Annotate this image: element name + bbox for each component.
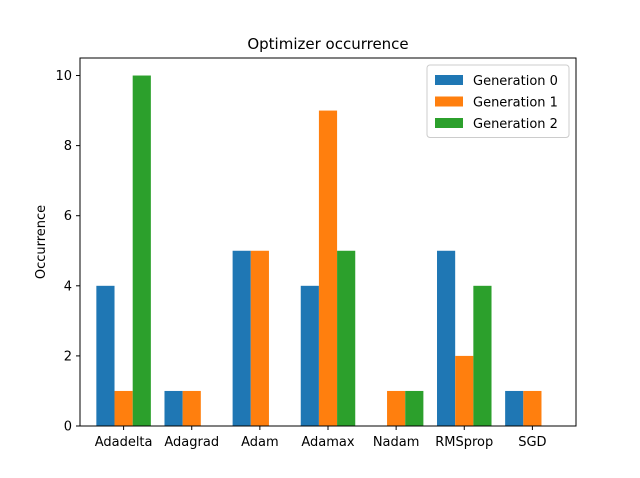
bar-adamax-series-2 (337, 250, 356, 426)
bar-adam-series-0 (232, 250, 251, 426)
bar-adadelta-series-2 (132, 75, 151, 427)
bars-group (96, 75, 542, 427)
y-tick-label: 4 (64, 279, 72, 294)
bar-adagrad-series-0 (164, 390, 183, 426)
bar-nadam-series-2 (405, 390, 424, 426)
y-tick-label: 2 (64, 349, 72, 364)
bar-adadelta-series-0 (96, 285, 115, 426)
bar-sgd-series-1 (523, 390, 542, 426)
bar-adam-series-1 (250, 250, 269, 426)
legend-label-series-0: Generation 0 (473, 74, 558, 89)
x-tick-label: RMSprop (435, 435, 493, 450)
x-tick-label: Adagrad (164, 435, 219, 450)
bar-adadelta-series-1 (114, 390, 133, 426)
y-tick-label: 8 (64, 139, 72, 154)
legend-swatch-series-2 (435, 118, 463, 128)
x-tick-label: Adadelta (95, 435, 153, 450)
bar-adagrad-series-1 (182, 390, 201, 426)
bar-adamax-series-1 (318, 110, 338, 427)
legend: Generation 0 Generation 1 Generation 2 (426, 64, 570, 138)
chart-title: Optimizer occurrence (247, 35, 408, 53)
axes-group: 0 2 4 6 8 10 Adadelta Adagrad Adam Adamax Nadam RMS… (55, 57, 577, 450)
legend-swatch-series-1 (435, 96, 463, 107)
legend-swatch-series-0 (435, 75, 463, 85)
y-tick-label: 0 (64, 420, 72, 435)
bar-rmsprop-series-0 (437, 250, 456, 426)
y-tick-label: 6 (64, 209, 72, 224)
x-tick-label: Nadam (373, 435, 420, 450)
legend-label-series-1: Generation 1 (473, 96, 558, 111)
x-tick-label: SGD (518, 435, 546, 450)
bar-sgd-series-0 (505, 390, 524, 426)
bar-rmsprop-series-2 (473, 285, 492, 426)
x-tick-label: Adamax (301, 435, 355, 450)
legend-label-series-2: Generation 2 (473, 117, 558, 132)
bar-nadam-series-1 (387, 390, 406, 426)
y-tick-label: 10 (55, 69, 72, 84)
y-axis-label: Occurrence (34, 205, 49, 279)
x-tick-label: Adam (241, 435, 279, 450)
bar-rmsprop-series-1 (455, 355, 474, 426)
bar-adamax-series-0 (300, 285, 319, 426)
